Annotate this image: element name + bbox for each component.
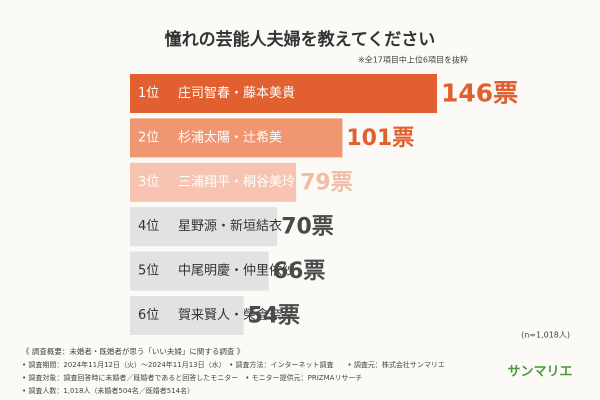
value-label: 54票 [248, 304, 301, 329]
subtitle: ※全17項目中上位6項目を抜粋 [358, 55, 468, 65]
category-label: 庄司智春・藤本美貴 [178, 85, 295, 101]
category-label: 三浦翔平・桐谷美玲 [178, 175, 295, 190]
value-label: 79票 [300, 170, 353, 195]
bar [130, 162, 297, 202]
rank-label: 3位 [138, 175, 159, 190]
footer-line: • 調査期間：2024年11月12日（火）～2024年11月13日（水） • 調… [22, 360, 445, 369]
rank-label: 2位 [138, 130, 159, 145]
footer-heading: 《 調査概要：未婚者・既婚者が思う「いい夫婦」に関する調査 》 [22, 346, 244, 356]
category-label: 賀来賢人・榮倉奈々 [178, 308, 295, 323]
rank-label: 6位 [138, 308, 159, 323]
logo: サンマリエ [507, 365, 572, 380]
bar [130, 118, 343, 158]
category-label: 中尾明慶・仲里依紗 [178, 264, 295, 279]
value-label: 70票 [281, 215, 334, 240]
bar [130, 296, 244, 335]
sample-note: (n=1,018人) [521, 331, 570, 340]
footer-line: • 調査人数：1,018人（未婚者504名／既婚者514名） [22, 386, 194, 395]
bar [130, 74, 437, 113]
category-label: 杉浦太陽・辻希美 [178, 130, 282, 145]
value-label: 146票 [441, 79, 518, 108]
category-label: 星野源・新垣結衣 [178, 218, 282, 234]
value-label: 101票 [346, 126, 414, 151]
footer-line: • 調査対象：調査回答時に未婚者／既婚者であると回答したモニター • モニター提… [22, 373, 362, 382]
value-label: 66票 [273, 259, 326, 284]
chart-title: 憧れの芸能人夫婦を教えてください [165, 29, 436, 50]
rank-label: 5位 [138, 264, 159, 279]
bar [130, 207, 278, 247]
rank-label: 1位 [138, 86, 159, 101]
bar [130, 251, 269, 291]
rank-label: 4位 [138, 219, 159, 234]
